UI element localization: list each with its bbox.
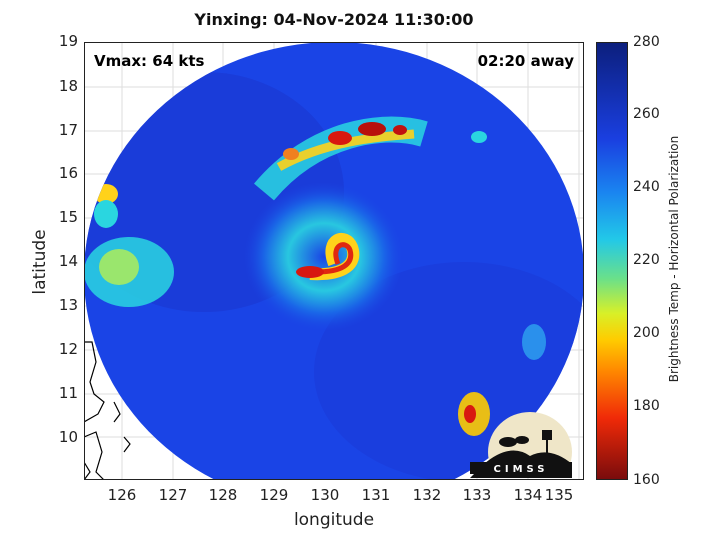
y-tick: 14 — [58, 252, 78, 270]
y-tick: 11 — [58, 384, 78, 402]
microwave-map — [84, 42, 584, 480]
x-tick: 134 — [513, 486, 543, 504]
x-tick: 129 — [259, 486, 289, 504]
colorbar-tick: 180 — [633, 398, 660, 414]
y-tick: 15 — [58, 208, 78, 226]
x-tick: 130 — [310, 486, 340, 504]
colorbar-label: Brightness Temp - Horizontal Polarizatio… — [667, 135, 681, 383]
coastline — [84, 341, 131, 480]
y-tick: 17 — [58, 121, 78, 139]
y-tick: 13 — [58, 296, 78, 314]
map-title: Yinxing: 04-Nov-2024 11:30:00 — [194, 10, 474, 29]
colorbar-tick: 200 — [633, 325, 660, 341]
x-axis-label: longitude — [293, 510, 375, 530]
x-tick: 135 — [544, 486, 574, 504]
x-tick: 131 — [361, 486, 391, 504]
y-tick: 10 — [58, 428, 78, 446]
swath-disk — [84, 42, 584, 480]
colorbar-tick: 220 — [633, 252, 660, 268]
vmax-label: Vmax: 64 kts — [94, 52, 205, 70]
y-tick: 12 — [58, 340, 78, 358]
y-tick: 18 — [58, 77, 78, 95]
colorbar-tick: 160 — [633, 472, 660, 488]
x-tick: 132 — [412, 486, 442, 504]
time-away-label: 02:20 away — [477, 52, 574, 70]
colorbar-tick: 240 — [633, 179, 660, 195]
y-tick: 16 — [58, 164, 78, 182]
brightness-field — [84, 42, 584, 480]
colorbar-tick: 260 — [633, 106, 660, 122]
x-tick: 127 — [158, 486, 188, 504]
x-tick: 126 — [107, 486, 137, 504]
colorbar — [596, 42, 628, 480]
x-tick: 133 — [462, 486, 492, 504]
x-tick: 128 — [208, 486, 238, 504]
y-tick: 19 — [58, 32, 78, 50]
colorbar-tick: 280 — [633, 34, 660, 50]
y-axis-label: latitude — [30, 229, 50, 295]
logo-text: CIMSS — [494, 464, 549, 475]
cimss-logo: CIMSS — [470, 412, 572, 478]
